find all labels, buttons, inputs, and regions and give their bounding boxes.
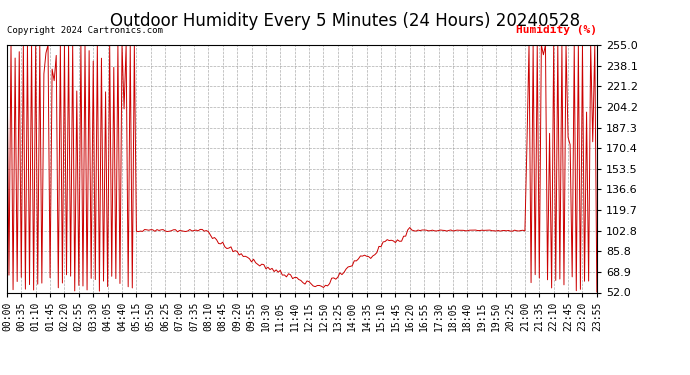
Text: Outdoor Humidity Every 5 Minutes (24 Hours) 20240528: Outdoor Humidity Every 5 Minutes (24 Hou…: [110, 12, 580, 30]
Text: Copyright 2024 Cartronics.com: Copyright 2024 Cartronics.com: [7, 26, 163, 35]
Text: Humidity (%): Humidity (%): [516, 25, 597, 35]
